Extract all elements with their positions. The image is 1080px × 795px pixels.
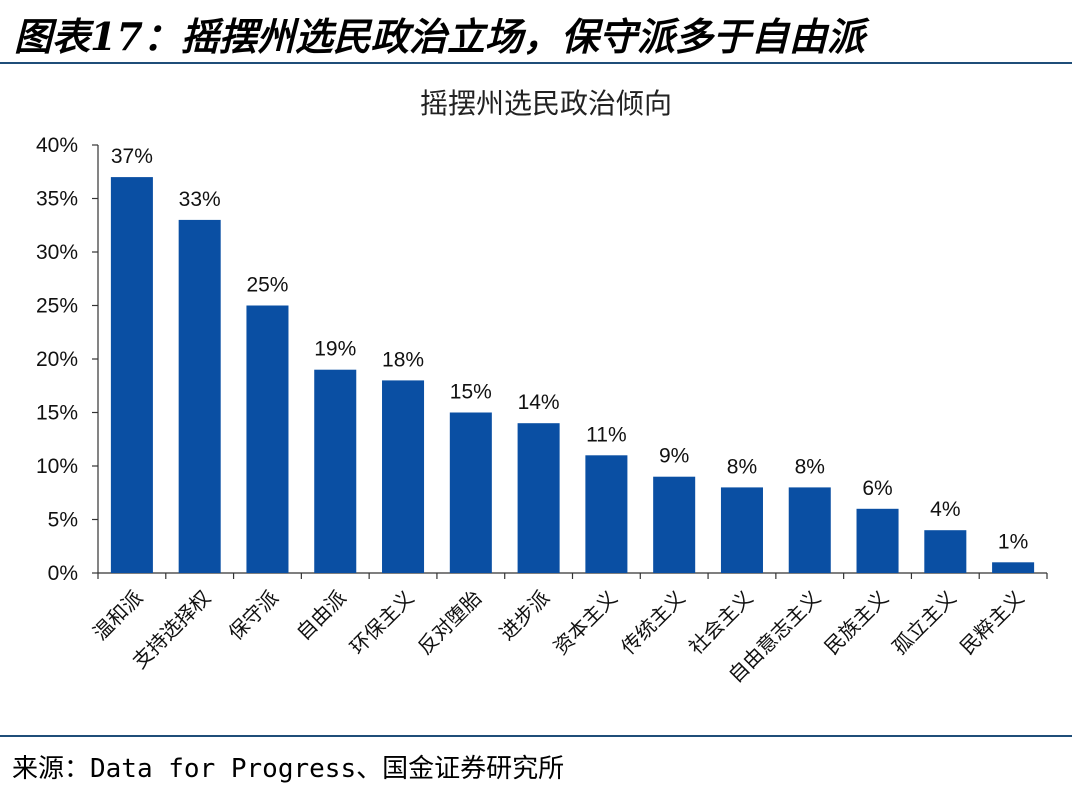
category-label: 反对堕胎 — [413, 586, 487, 660]
bar — [788, 487, 831, 573]
y-tick-label: 40% — [36, 134, 78, 157]
bar — [856, 508, 899, 573]
data-label: 33% — [179, 188, 221, 211]
x-axis — [97, 572, 1048, 579]
data-label: 6% — [862, 477, 892, 500]
category-label: 孤立主义 — [887, 586, 961, 660]
bar — [246, 305, 289, 573]
data-label: 37% — [111, 145, 153, 168]
bar — [449, 412, 492, 573]
bar — [382, 380, 425, 573]
data-label: 11% — [586, 423, 626, 446]
y-tick-label: 25% — [36, 295, 78, 318]
data-label: 25% — [246, 274, 288, 297]
category-label: 温和派 — [88, 586, 147, 645]
y-tick-label: 15% — [36, 402, 78, 425]
bar — [517, 423, 560, 573]
data-label: 15% — [450, 381, 492, 404]
data-label: 9% — [659, 445, 689, 468]
chart-title: 摇摆州选民政治倾向 — [420, 87, 672, 120]
bars — [110, 177, 1035, 573]
category-label: 进步派 — [495, 586, 554, 645]
data-label: 8% — [795, 455, 825, 478]
data-label: 18% — [382, 348, 424, 371]
category-label: 自由派 — [291, 586, 350, 645]
y-tick-label: 35% — [36, 188, 78, 211]
category-label: 民粹主义 — [955, 586, 1029, 660]
category-label: 资本主义 — [548, 586, 622, 660]
data-label: 14% — [518, 391, 560, 414]
data-labels: 37% 33% 25% 19% 18% 15% 14% 11% 9% 8% 8% 6% 4% 1% — [111, 145, 1028, 553]
data-label: 4% — [930, 498, 960, 521]
bar — [110, 177, 153, 573]
bottom-rule — [0, 735, 1072, 737]
y-tick-label: 10% — [36, 455, 78, 478]
data-label: 8% — [727, 455, 757, 478]
y-tick-label: 20% — [36, 348, 78, 371]
bar-chart: 摇摆州选民政治倾向 0%5%10%15%20%25%30%35%40% 37%3… — [36, 87, 1048, 688]
y-tick-label: 0% — [48, 562, 78, 585]
bar — [653, 476, 696, 573]
category-label: 保守派 — [224, 586, 283, 645]
data-label: 1% — [998, 530, 1028, 553]
figure-title: 图表17：摇摆州选民政治立场，保守派多于自由派 — [14, 14, 865, 59]
y-tick-label: 30% — [36, 241, 78, 264]
bar — [314, 369, 357, 573]
y-tick-label: 5% — [48, 509, 78, 532]
category-label: 民族主义 — [820, 586, 894, 660]
source-note: 来源：Data for Progress、国金证券研究所 — [12, 754, 565, 784]
y-axis: 0% 5% 10% 15% 20% 25% 30% 35% 40% — [36, 134, 99, 585]
category-label: 环保主义 — [345, 586, 419, 660]
top-rule — [0, 62, 1072, 64]
bar — [178, 219, 221, 573]
bar — [585, 455, 628, 573]
category-label: 传统主义 — [616, 586, 690, 660]
bar — [992, 562, 1035, 573]
bar — [720, 487, 763, 573]
data-label: 19% — [314, 338, 356, 361]
bar — [924, 530, 967, 573]
